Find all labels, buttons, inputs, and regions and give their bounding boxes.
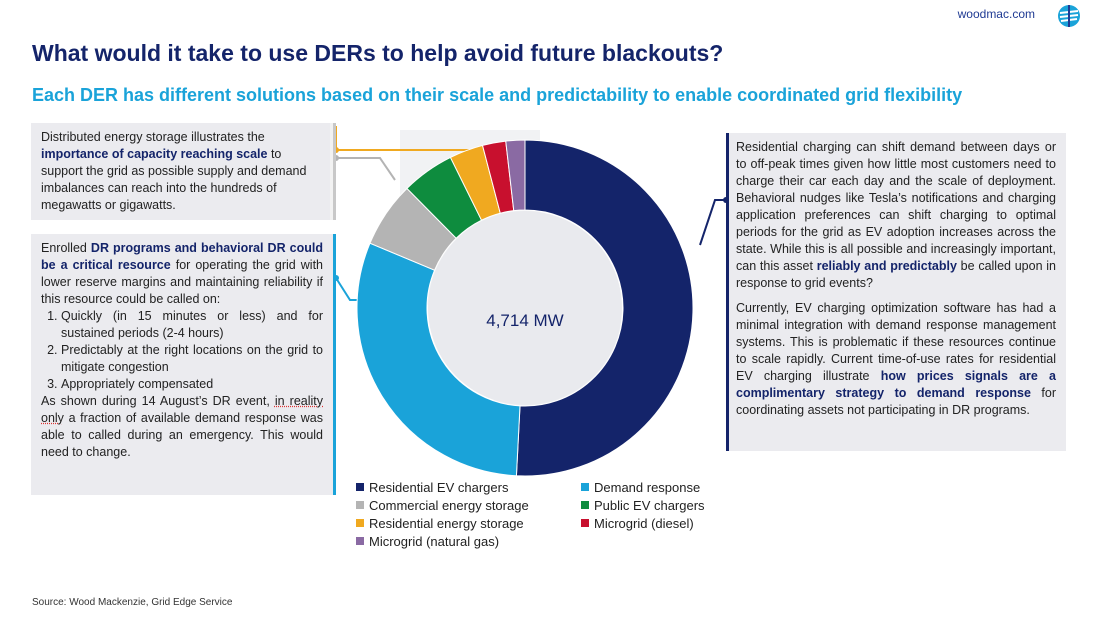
page-subtitle: Each DER has different solutions based o… xyxy=(32,85,963,105)
legend-swatch xyxy=(356,483,364,491)
list-item: Quickly (in 15 minutes or less) and for … xyxy=(61,308,323,342)
donut-slice-microgrid-natural-gas xyxy=(505,139,526,212)
list-item: Appropriately compensated xyxy=(61,376,323,393)
legend-item: Public EV chargers xyxy=(581,498,705,513)
legend-label: Microgrid (natural gas) xyxy=(369,534,500,549)
legend-label: Commercial energy storage xyxy=(369,498,529,513)
ev-text: Residential charging can shift demand be… xyxy=(736,140,1056,273)
legend-label: Residential EV chargers xyxy=(369,480,509,495)
source-note: Source: Wood Mackenzie, Grid Edge Servic… xyxy=(32,597,233,608)
legend-item: Microgrid (diesel) xyxy=(581,516,694,531)
legend-item: Demand response xyxy=(581,480,700,495)
legend-swatch xyxy=(356,537,364,545)
dr-criteria-list: Quickly (in 15 minutes or less) and for … xyxy=(41,308,323,393)
der-donut-chart xyxy=(356,139,694,477)
donut-slice-residential-ev-chargers xyxy=(515,139,694,477)
ev-accent-bar xyxy=(726,133,729,451)
dr-callout: Enrolled DR programs and behavioral DR c… xyxy=(31,234,333,495)
legend-label: Microgrid (diesel) xyxy=(594,516,694,531)
storage-callout: Distributed energy storage illustrates t… xyxy=(31,123,333,220)
legend-swatch xyxy=(356,519,364,527)
legend-swatch xyxy=(581,501,589,509)
storage-accent-bar xyxy=(333,123,336,220)
brand-link[interactable]: woodmac.com xyxy=(957,7,1035,21)
page-title: What would it take to use DERs to help a… xyxy=(32,40,724,66)
legend-item: Residential energy storage xyxy=(356,516,524,531)
legend-swatch xyxy=(581,483,589,491)
legend-swatch xyxy=(356,501,364,509)
ev-bold-text: reliably and predictably xyxy=(816,259,957,273)
legend-label: Residential energy storage xyxy=(369,516,524,531)
donut-hole xyxy=(428,211,622,405)
legend-item: Commercial energy storage xyxy=(356,498,529,513)
ev-bold-text-2: how prices signals are a complimentary s… xyxy=(736,369,1056,400)
ev-callout: Residential charging can shift demand be… xyxy=(726,133,1066,451)
dr-text-2: for operating the grid with lower reserv… xyxy=(41,258,323,306)
legend-item: Residential EV chargers xyxy=(356,480,508,495)
list-item: Predictably at the right locations on th… xyxy=(61,342,323,376)
dr-text-3: As shown during 14 August’s DR event, xyxy=(41,394,275,408)
legend-item: Microgrid (natural gas) xyxy=(356,534,499,549)
dr-accent-bar xyxy=(333,234,336,495)
legend-label: Public EV chargers xyxy=(594,498,705,513)
woodmac-logo-icon xyxy=(1058,5,1080,27)
dr-bold-text: DR programs and behavioral DR could be a… xyxy=(41,241,323,272)
legend-label: Demand response xyxy=(594,480,701,495)
dr-underlined-text: in reality only xyxy=(41,394,323,425)
ev-text-4: for coordinating assets not participatin… xyxy=(736,386,1057,417)
storage-bold-text: importance of capacity reaching scale xyxy=(41,147,268,161)
ev-text-3: Currently, EV charging optimization soft… xyxy=(736,301,1056,383)
legend-swatch xyxy=(581,519,589,527)
dr-text-4: a fraction of available demand response … xyxy=(41,411,323,459)
ev-text-2: be called upon in response to grid event… xyxy=(736,259,1057,290)
storage-text-2: to support the grid as possible supply a… xyxy=(41,147,307,212)
dr-text: Enrolled xyxy=(41,241,91,255)
storage-text: Distributed energy storage illustrates t… xyxy=(41,130,265,144)
donut-slice-demand-response xyxy=(356,242,521,477)
donut-center-total: 4,714 MW xyxy=(486,311,564,330)
